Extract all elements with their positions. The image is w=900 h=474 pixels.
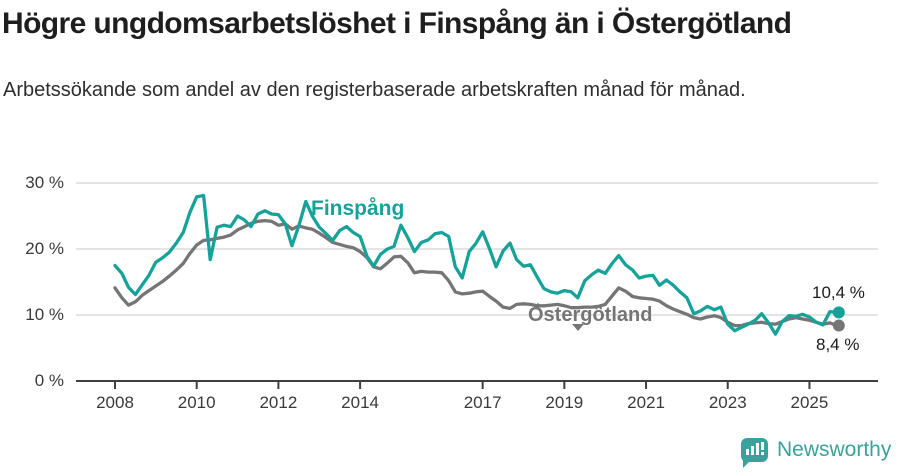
end-value-finspang: 10,4 % bbox=[812, 283, 865, 302]
x-axis-label-2019: 2019 bbox=[545, 393, 584, 412]
y-axis-label-0: 0 % bbox=[34, 371, 64, 390]
end-dot-ostergotland bbox=[832, 319, 845, 332]
logo-speech-bubble-icon bbox=[741, 438, 768, 462]
x-axis-label-2012: 2012 bbox=[259, 393, 298, 412]
x-axis-label-2014: 2014 bbox=[341, 393, 379, 412]
logo-text: Newsworthy bbox=[777, 438, 892, 461]
page-subtitle: Arbetssökande som andel av den registerb… bbox=[3, 79, 746, 101]
logo-bubble-tail bbox=[743, 459, 752, 468]
x-axis-label-2008: 2008 bbox=[96, 393, 134, 412]
y-axis-label-20: 20 % bbox=[25, 239, 64, 258]
end-value-ostergotland: 8,4 % bbox=[816, 335, 860, 354]
x-axis-label-2017: 2017 bbox=[463, 393, 502, 412]
line-ostergotland bbox=[113, 218, 839, 328]
x-axis-label-2025: 2025 bbox=[790, 393, 829, 412]
line-finspang bbox=[113, 193, 839, 336]
y-axis-label-10: 10 % bbox=[25, 305, 64, 324]
series-label-ostergotland: Östergötland bbox=[528, 304, 653, 326]
label-pointer-triangle-icon bbox=[572, 324, 584, 331]
end-dot-finspang bbox=[832, 306, 845, 319]
series-label-finspang: Finspång bbox=[311, 197, 405, 220]
page-title: Högre ungdomsarbetslöshet i Finspång än … bbox=[2, 7, 792, 40]
y-axis-label-30: 30 % bbox=[25, 173, 64, 192]
x-axis-label-2010: 2010 bbox=[177, 393, 216, 412]
x-axis-label-2023: 2023 bbox=[708, 393, 747, 412]
x-axis-label-2021: 2021 bbox=[627, 393, 665, 412]
